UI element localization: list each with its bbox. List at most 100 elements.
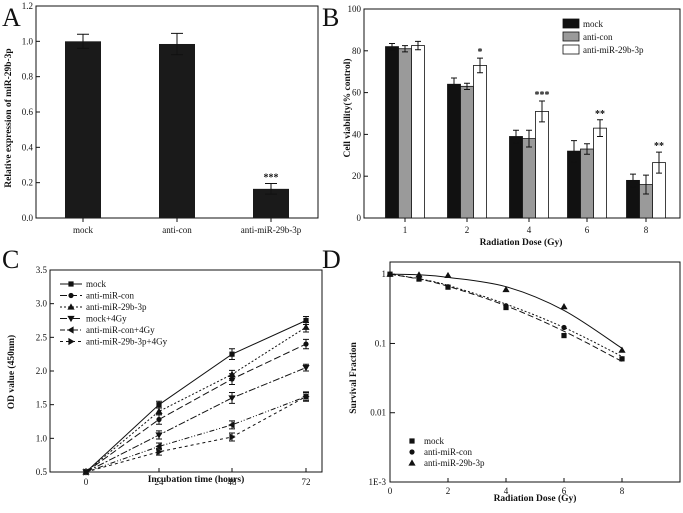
chart-a-xtick-label: mock <box>73 225 93 235</box>
chart-b-errorbar-anti-mir-29b-3p-6 <box>597 119 603 137</box>
chart-d-point-anti-mir-con <box>619 356 625 362</box>
chart-c-point-anti-mir-29b-3p-4gy <box>229 433 236 441</box>
chart-a-ylabel: Relative expression of miR-29b-3p <box>4 48 14 187</box>
chart-d-legend-label-mock: mock <box>424 436 444 446</box>
chart-a-ytick-label: 0.4 <box>22 142 34 152</box>
chart-c-legend-marker-anti-mir-29b-3p <box>67 303 75 310</box>
chart-a-bar-anti-con <box>159 43 195 218</box>
chart-c-legend-marker-anti-mir-con <box>68 292 74 299</box>
chart-c-legend-marker-anti-mir-con-4gy <box>67 326 74 334</box>
chart-d-legend-marker-anti-mir-con <box>409 449 415 455</box>
chart-c-point-mock-4gy <box>155 432 163 439</box>
chart-c-legend-label-anti-mir-29b-3p: anti-miR-29b-3p <box>86 302 147 312</box>
chart-b-bar-anti-con-4 <box>522 138 536 219</box>
chart-d-xlabel: Radiation Dose (Gy) <box>494 493 577 504</box>
chart-c-point-mock <box>303 317 309 324</box>
chart-d-point-anti-mir-29b-3p <box>415 271 423 278</box>
chart-c-legend-label-mock-4gy: mock+4Gy <box>86 314 127 324</box>
chart-c-ytick-label: 0.5 <box>36 467 48 477</box>
chart-a-xtick-label: anti-con <box>162 225 192 235</box>
chart-c-xtick-label: 24 <box>155 477 165 487</box>
chart-a-ytick-label: 0.6 <box>22 107 34 117</box>
chart-b-bar-anti-mir-29b-3p-4 <box>535 111 549 219</box>
chart-d-xtick-label: 0 <box>388 486 393 496</box>
chart-d-ytick-label: 0.01 <box>370 408 386 418</box>
chart-c-ylabel: OD value (450nm) <box>6 335 17 409</box>
chart-d-point-anti-mir-29b-3p <box>386 270 394 277</box>
chart-b-annotation: * <box>478 47 483 58</box>
chart-d-xtick-label: 4 <box>504 486 509 496</box>
chart-b-errorbar-mock-4 <box>513 129 519 144</box>
chart-b-annotation: ** <box>654 141 664 152</box>
chart-a-bar-mock <box>65 41 101 219</box>
chart-d-point-mock <box>561 332 567 339</box>
chart-b-bar-mock-2 <box>447 83 461 219</box>
chart-c-point-anti-mir-29b-3p <box>228 370 236 377</box>
chart-b-bar-anti-mir-29b-3p-2 <box>473 65 487 219</box>
chart-b-xtick-label: 1 <box>403 225 408 235</box>
chart-a-annotation: *** <box>264 173 279 184</box>
chart-c-ytick-label: 2.0 <box>36 366 48 376</box>
chart-c-xtick-label: 72 <box>302 477 311 487</box>
chart-c-point-mock <box>156 402 162 408</box>
chart-d-ytick-label: 0.1 <box>375 338 386 348</box>
panel-label-b: B <box>322 3 339 32</box>
chart-b-ytick-label: 60 <box>352 88 362 98</box>
chart-c: OD value (450nm) Incubation time (hours)… <box>6 265 323 487</box>
chart-c-ytick-label: 1.5 <box>36 400 48 410</box>
chart-c-line-anti-mir-29b-3p <box>85 326 307 473</box>
chart-c-point-mock <box>229 351 235 357</box>
chart-b-bar-mock-4 <box>509 136 523 219</box>
chart-a-ytick-label: 1.2 <box>22 1 33 11</box>
chart-d-fit-anti-mir-29b-3p <box>389 273 623 349</box>
chart-b-bar-anti-mir-29b-3p-1 <box>411 45 425 219</box>
chart-c-point-anti-mir-con <box>229 376 235 382</box>
chart-b-bar-anti-mir-29b-3p-6 <box>593 127 607 219</box>
chart-c-point-anti-mir-29b-3p-4gy <box>83 468 90 476</box>
chart-b-errorbar-anti-con-1 <box>402 45 408 53</box>
chart-b-bar-anti-con-1 <box>398 48 412 219</box>
chart-d-xtick-label: 2 <box>446 486 451 496</box>
chart-b-ytick-label: 80 <box>352 46 362 56</box>
panel-label-c: C <box>2 245 19 274</box>
chart-c-legend-label-anti-mir-29b-3p-4gy: anti-miR-29b-3p+4Gy <box>86 337 168 347</box>
chart-d-ytick-label: 1 <box>382 269 387 279</box>
chart-c-line-anti-mir-29b-3p-4gy <box>85 396 307 473</box>
chart-b-xtick-label: 4 <box>527 225 532 235</box>
chart-c-line-mock-4gy <box>85 367 307 473</box>
chart-d-legend-marker-anti-mir-29b-3p <box>408 459 416 466</box>
chart-c-xtick-label: 48 <box>228 477 238 487</box>
chart-a-errorbar-anti-con <box>171 32 183 56</box>
chart-b-xtick-label: 8 <box>644 225 649 235</box>
chart-c-legend-marker-mock <box>68 281 74 287</box>
chart-b-errorbar-anti-mir-29b-3p-2 <box>477 57 483 74</box>
chart-b-ylabel: Cell viability(% control) <box>342 58 353 157</box>
chart-d-point-anti-mir-29b-3p <box>502 285 510 293</box>
chart-b-errorbar-anti-con-4 <box>526 129 532 148</box>
chart-b-errorbar-mock-8 <box>630 173 636 188</box>
chart-b-ytick-label: 0 <box>357 213 362 223</box>
chart-b-errorbar-anti-con-2 <box>464 82 470 90</box>
chart-d-point-anti-mir-con <box>561 324 567 331</box>
chart-b-ytick-label: 40 <box>352 129 362 139</box>
chart-c-point-anti-mir-29b-3p <box>302 323 310 330</box>
chart-c-line-anti-mir-con-4gy <box>85 396 307 473</box>
chart-c-point-mock-4gy <box>228 395 236 402</box>
chart-c-line-mock <box>85 320 307 473</box>
chart-d-point-anti-mir-con <box>445 284 451 290</box>
chart-c-legend-label-mock: mock <box>86 279 106 289</box>
chart-d-point-anti-mir-con <box>503 303 509 309</box>
chart-b: Cell viability(% control) Radiation Dose… <box>342 4 681 248</box>
chart-d-point-anti-mir-29b-3p <box>618 346 626 353</box>
chart-c-xtick-label: 0 <box>84 477 89 487</box>
chart-b-legend-label-anti-con: anti-con <box>583 32 613 42</box>
chart-c-point-anti-mir-29b-3p-4gy <box>303 392 310 401</box>
chart-b-legend-label-anti-mir-29b-3p: anti-miR-29b-3p <box>583 45 644 55</box>
chart-c-point-anti-mir-con <box>156 416 162 423</box>
chart-d-point-anti-mir-29b-3p <box>560 303 568 310</box>
chart-a-ytick-label: 0.0 <box>22 213 34 223</box>
chart-b-xlabel: Radiation Dose (Gy) <box>480 237 563 248</box>
chart-b-legend-swatch-mock <box>562 18 580 29</box>
chart-a-xtick-label: anti-miR-29b-3p <box>241 225 302 235</box>
chart-c-ytick-label: 2.5 <box>36 332 48 342</box>
